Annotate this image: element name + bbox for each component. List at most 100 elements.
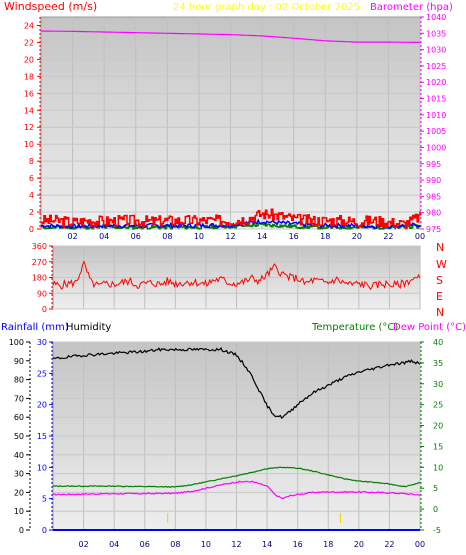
baro-tick-label: 995 xyxy=(426,160,441,169)
baro-tick-label: 1010 xyxy=(426,111,446,120)
x-tick-label-bottom: 18 xyxy=(323,540,333,549)
wind-tick-label: 4 xyxy=(29,191,34,200)
baro-tick-label: 1005 xyxy=(426,127,446,136)
dir-tick-label: 0 xyxy=(42,305,47,314)
temperature-label: Temperature (°C) xyxy=(311,322,398,333)
baro-tick-label: 990 xyxy=(426,176,441,185)
wind-tick-label: 16 xyxy=(24,89,34,98)
temp-tick-label: 35 xyxy=(433,359,443,368)
rain-tick-label: 0 xyxy=(42,526,47,535)
wind-tick-label: 20 xyxy=(24,55,34,64)
barometer-series xyxy=(41,30,420,43)
dir-tick-label: 180 xyxy=(32,274,47,283)
temp-tick-label: 15 xyxy=(433,442,443,451)
wind-direction-series xyxy=(52,260,421,291)
dewpoint-label: Dew Point (°C) xyxy=(393,322,466,333)
rain-tick-label: 25 xyxy=(37,369,47,378)
x-tick-label-bottom: 22 xyxy=(384,540,394,549)
hum-tick-label: 90 xyxy=(14,357,24,366)
hum-tick-label: 100 xyxy=(9,338,24,347)
wind-tick-label: 22 xyxy=(24,38,34,47)
hum-tick-label: 70 xyxy=(14,394,24,403)
x-tick-label-bottom: 02 xyxy=(78,540,88,549)
dir-tick-label: 360 xyxy=(32,242,47,251)
x-tick-label-bottom: 14 xyxy=(262,540,272,549)
rain-tick-label: 15 xyxy=(37,432,47,441)
hum-tick-label: 10 xyxy=(14,507,24,516)
x-tick-label-top: 08 xyxy=(162,232,172,241)
rain-tick-label: 5 xyxy=(42,495,47,504)
x-tick-label-bottom: 08 xyxy=(170,540,180,549)
temp-tick-label: 20 xyxy=(433,422,443,431)
wind-tick-label: 2 xyxy=(29,208,34,217)
x-tick-label-bottom: 04 xyxy=(109,540,119,549)
humidity-series xyxy=(52,347,421,420)
x-tick-label-top: 22 xyxy=(383,232,393,241)
temperature-series xyxy=(52,466,421,488)
temp-tick-label: 40 xyxy=(433,338,443,347)
x-tick-label-top: 02 xyxy=(67,232,77,241)
hum-tick-label: 30 xyxy=(14,470,24,479)
wind-tick-label: 12 xyxy=(24,123,34,132)
wind-gust-series xyxy=(41,208,421,230)
x-tick-label-top: 16 xyxy=(289,232,299,241)
temp-tick-label: 30 xyxy=(433,380,443,389)
rain-tick-label: 30 xyxy=(37,338,47,347)
x-tick-label-bottom: 16 xyxy=(293,540,303,549)
compass-n-top: N xyxy=(436,241,444,254)
wind-tick-label: 8 xyxy=(29,157,34,166)
graph-title: 24 hour graph day : 02 October 2025 xyxy=(173,2,360,13)
wind-tick-label: 14 xyxy=(24,106,34,115)
dir-tick-label: 270 xyxy=(32,258,47,267)
baro-tick-label: 975 xyxy=(426,225,441,234)
hum-tick-label: 60 xyxy=(14,413,24,422)
x-tick-label-bottom: 06 xyxy=(140,540,150,549)
baro-tick-label: 985 xyxy=(426,192,441,201)
x-tick-label-top: 14 xyxy=(257,232,267,241)
temp-tick-label: 0 xyxy=(433,505,438,514)
baro-tick-label: 1015 xyxy=(426,95,446,104)
x-tick-label-bottom: 00 xyxy=(415,540,425,549)
barometer-label: Barometer (hpa) xyxy=(370,2,453,13)
wind-tick-label: 6 xyxy=(29,174,34,183)
baro-tick-label: 1025 xyxy=(426,62,446,71)
dir-tick-label: 90 xyxy=(37,289,47,298)
x-tick-label-bottom: 10 xyxy=(201,540,211,549)
hum-tick-label: 40 xyxy=(14,451,24,460)
wind-tick-label: 10 xyxy=(24,140,34,149)
series-layer xyxy=(40,30,421,531)
x-tick-label-top: 20 xyxy=(352,232,362,241)
hum-tick-label: 80 xyxy=(14,376,24,385)
hum-tick-label: 20 xyxy=(14,488,24,497)
humidity-label: Humidity xyxy=(66,322,111,333)
windspeed-label: Windspeed (m/s) xyxy=(4,0,97,13)
compass-n-bottom: N xyxy=(436,306,444,319)
baro-tick-label: 1000 xyxy=(426,143,446,152)
wind-tick-label: 18 xyxy=(24,72,34,81)
dewpoint-series xyxy=(52,480,421,500)
temp-tick-label: 25 xyxy=(433,401,443,410)
wind-tick-label: 0 xyxy=(29,225,34,234)
baro-tick-label: 980 xyxy=(426,209,441,218)
compass-s: S xyxy=(436,274,443,287)
x-tick-label-top: 04 xyxy=(99,232,109,241)
x-tick-label-bottom: 20 xyxy=(354,540,364,549)
wind-tick-label: 24 xyxy=(24,21,34,30)
compass-w: W xyxy=(436,258,447,271)
rain-tick-label: 10 xyxy=(37,463,47,472)
hum-tick-label: 0 xyxy=(19,526,24,535)
temp-tick-label: 5 xyxy=(433,484,438,493)
x-tick-label-top: 12 xyxy=(225,232,235,241)
x-tick-label-bottom: 12 xyxy=(231,540,241,549)
x-tick-label-top: 10 xyxy=(194,232,204,241)
baro-tick-label: 1030 xyxy=(426,46,446,55)
baro-tick-label: 1020 xyxy=(426,78,446,87)
x-tick-label-top: 00 xyxy=(415,232,425,241)
baro-tick-label: 1035 xyxy=(426,29,446,38)
baro-tick-label: 1040 xyxy=(426,13,446,22)
x-tick-label-top: 06 xyxy=(131,232,141,241)
x-tick-label-top: 18 xyxy=(320,232,330,241)
hum-tick-label: 50 xyxy=(14,432,24,441)
